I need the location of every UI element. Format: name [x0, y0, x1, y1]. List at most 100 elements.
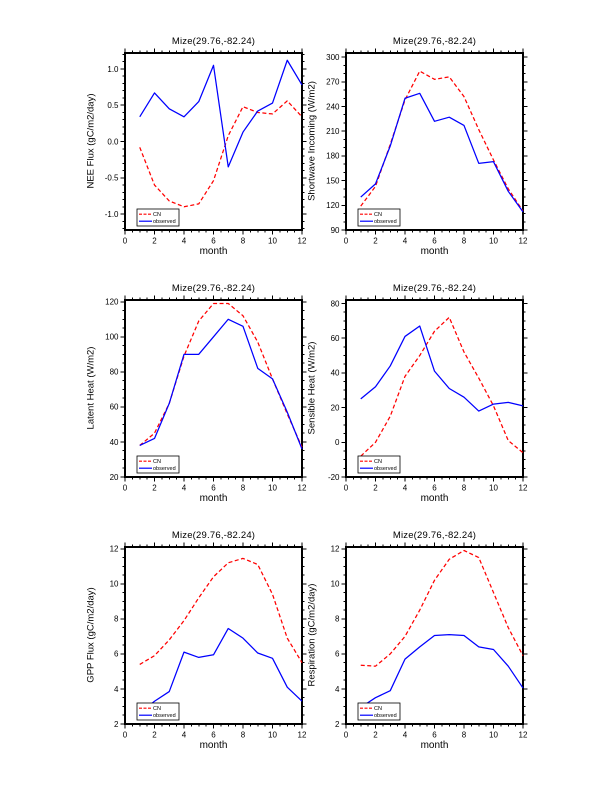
plot-frame	[124, 52, 303, 231]
chart-gpp-flux: 0 2 4 6 8 10 12 2 4 6 8 10 12 CN observed Mize(29.76,-…	[45, 522, 317, 772]
chart-shortwave-incoming: 0 2 4 6 8 10 12 90 120 150 180 210 240 270 300 CN observ…	[266, 28, 538, 278]
x-tick-label: 2	[152, 237, 157, 246]
x-tick-label: 10	[489, 731, 498, 740]
x-axis-label: month	[420, 493, 449, 504]
x-tick-label: 4	[403, 237, 408, 246]
observed-series-line	[360, 325, 524, 412]
legend-observed-label: observed	[374, 713, 397, 719]
chart-respiration: 0 2 4 6 8 10 12 2 4 6 8 10 12 CN observed Mize(29.76,-…	[266, 522, 538, 772]
x-tick-label: 2	[373, 731, 378, 740]
legend-cn-label: CN	[374, 459, 382, 465]
y-tick-label: 240	[326, 102, 340, 111]
x-tick-label: 2	[373, 484, 378, 493]
y-tick-label: 40	[110, 438, 119, 447]
chart-latent-heat: 0 2 4 6 8 10 12 20 40 60 80 100 120 CN observed Mize(2…	[45, 275, 317, 525]
observed-series-line	[360, 92, 524, 213]
x-tick-label: 6	[211, 237, 216, 246]
cn-series-line	[360, 316, 524, 457]
x-tick-label: 2	[373, 237, 378, 246]
y-tick-label: 0.5	[107, 101, 119, 110]
x-tick-label: 0	[123, 484, 128, 493]
x-tick-label: 8	[241, 237, 246, 246]
y-tick-label: 20	[110, 473, 119, 482]
plot-frame	[124, 299, 303, 478]
y-axis-label: Shortwave Incoming (W/m2)	[306, 81, 318, 201]
legend-observed-label: observed	[374, 466, 397, 472]
cn-series-line	[360, 549, 524, 667]
x-tick-label: 4	[182, 484, 187, 493]
chart-nee-flux: 0 2 4 6 8 10 12 -1.0 -0.5 0.0 0.5 1.0 CN observed Miz…	[45, 28, 317, 278]
legend-observed-label: observed	[153, 713, 176, 719]
x-axis-label: month	[199, 740, 228, 751]
y-tick-label: 40	[331, 369, 340, 378]
y-axis-label: Latent Heat (W/m2)	[85, 346, 97, 430]
y-tick-label: 90	[331, 226, 340, 235]
plot-frame	[345, 299, 524, 478]
observed-series-line	[139, 318, 303, 450]
y-tick-label: 300	[326, 53, 340, 62]
x-tick-label: 10	[268, 237, 277, 246]
y-tick-label: 0	[335, 438, 340, 447]
y-axis-label: Respiration (gC/m2/day)	[306, 583, 318, 687]
y-tick-label: 20	[331, 403, 340, 412]
legend-cn-label: CN	[153, 706, 161, 712]
x-tick-label: 12	[519, 731, 528, 740]
x-axis-label: month	[199, 246, 228, 257]
y-tick-label: 8	[335, 615, 340, 624]
y-tick-label: 10	[110, 580, 119, 589]
y-tick-label: 210	[326, 127, 340, 136]
x-tick-label: 6	[211, 731, 216, 740]
y-tick-label: 80	[331, 299, 340, 308]
plot-frame	[345, 52, 524, 231]
y-tick-label: 0.0	[107, 137, 119, 146]
legend-cn-label: CN	[374, 706, 382, 712]
x-tick-label: 12	[298, 731, 307, 740]
y-axis-label: Sensible Heat (W/m2)	[306, 341, 318, 435]
shortwave-incoming-plot: 0 2 4 6 8 10 12 90 120 150 180 210 240 270 300 CNobserv…	[326, 48, 528, 246]
x-axis-label: month	[199, 493, 228, 504]
y-tick-label: 8	[114, 615, 119, 624]
chart-title: Mize(29.76,-82.24)	[171, 283, 256, 294]
x-tick-label: 4	[403, 731, 408, 740]
legend-cn-label: CN	[153, 459, 161, 465]
x-tick-label: 10	[268, 484, 277, 493]
x-tick-label: 0	[344, 237, 349, 246]
plot-frame	[124, 546, 303, 725]
y-tick-label: -20	[328, 473, 340, 482]
x-axis-label: month	[420, 740, 449, 751]
y-tick-label: 60	[110, 403, 119, 412]
observed-series-line	[360, 633, 524, 708]
y-tick-label: 100	[105, 333, 119, 342]
chart-title: Mize(29.76,-82.24)	[171, 36, 256, 47]
x-tick-label: 12	[298, 484, 307, 493]
y-tick-label: 60	[331, 334, 340, 343]
x-tick-label: 8	[462, 731, 467, 740]
legend-observed-label: observed	[153, 466, 176, 472]
x-tick-label: 0	[344, 731, 349, 740]
x-tick-label: 8	[462, 237, 467, 246]
legend-observed-label: observed	[374, 219, 397, 225]
y-tick-label: 12	[110, 545, 119, 554]
x-axis-label: month	[420, 246, 449, 257]
x-tick-label: 12	[519, 237, 528, 246]
y-tick-label: 150	[326, 176, 340, 185]
y-tick-label: 270	[326, 78, 340, 87]
x-tick-label: 12	[298, 237, 307, 246]
y-tick-label: 180	[326, 152, 340, 161]
cn-series-line	[139, 100, 303, 208]
x-tick-label: 6	[432, 237, 437, 246]
chart-title: Mize(29.76,-82.24)	[392, 36, 477, 47]
cn-series-line	[360, 70, 524, 212]
legend-cn-label: CN	[153, 212, 161, 218]
legend-observed-label: observed	[153, 219, 176, 225]
chart-sensible-heat: 0 2 4 6 8 10 12 -20 0 20 40 60 80 CN observed Mize(29.…	[266, 275, 538, 525]
x-tick-label: 4	[182, 731, 187, 740]
y-tick-label: 2	[335, 720, 340, 729]
x-tick-label: 6	[432, 731, 437, 740]
x-tick-label: 12	[519, 484, 528, 493]
